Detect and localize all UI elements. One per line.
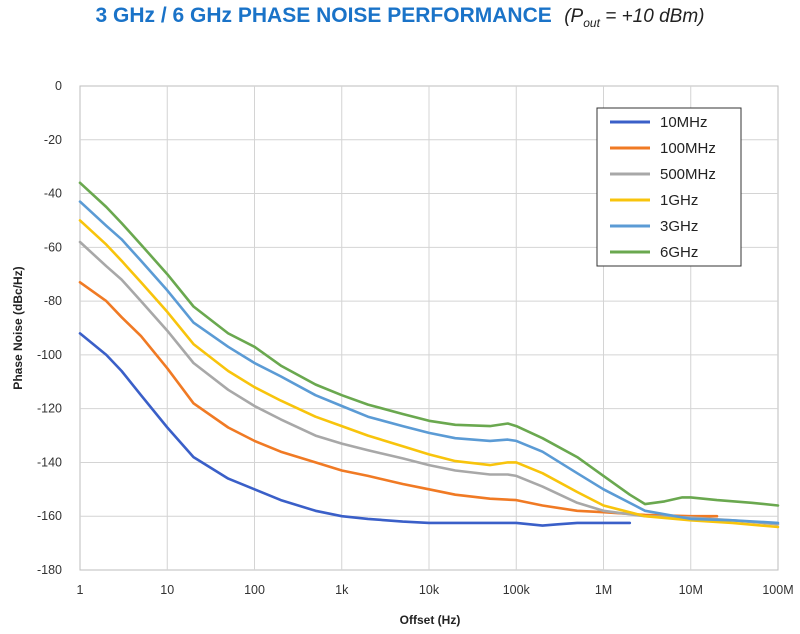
chart-title-paren: (	[564, 6, 571, 27]
x-tick-labels: 1 10 100 1k 10k 100k 1M 10M 100M	[77, 583, 794, 597]
x-tick-label: 100M	[762, 583, 793, 597]
legend-label-500mhz: 500MHz	[660, 166, 716, 183]
series-line-3ghz	[78, 200, 780, 525]
y-tick-label: -100	[37, 348, 62, 362]
x-tick-label: 10M	[679, 583, 703, 597]
y-tick-label: -140	[37, 455, 62, 469]
legend: 10MHz 100MHz 500MHz 1GHz 3GHz 6GHz	[596, 107, 742, 267]
x-tick-label: 10k	[419, 583, 440, 597]
series-line-6ghz	[78, 181, 780, 507]
y-tick-label: -20	[44, 133, 62, 147]
y-tick-labels: 0 -20 -40 -60 -80 -100 -120 -140 -160 -180	[37, 79, 62, 577]
y-tick-label: -40	[44, 187, 62, 201]
chart-title-rest: = +10 dBm)	[599, 6, 705, 27]
y-tick-label: -180	[37, 563, 62, 577]
y-axis-label: Phase Noise (dBc/Hz)	[11, 266, 25, 389]
legend-box	[596, 107, 742, 267]
series-line-1ghz	[78, 219, 780, 529]
y-tick-label: 0	[55, 79, 62, 93]
x-axis-label: Offset (Hz)	[400, 613, 461, 627]
legend-label-3ghz: 3GHz	[660, 218, 698, 235]
x-tick-label: 100k	[503, 583, 531, 597]
y-tick-label: -160	[37, 509, 62, 523]
y-tick-label: -80	[44, 294, 62, 308]
x-tick-label: 100	[244, 583, 265, 597]
y-tick-label: -60	[44, 240, 62, 254]
chart-title-p-subscript: out	[583, 15, 600, 30]
chart-title-main: 3 GHz / 6 GHz PHASE NOISE PERFORMANCE	[95, 4, 552, 27]
legend-label-100mhz: 100MHz	[660, 140, 716, 157]
series-line-10mhz	[78, 332, 632, 527]
legend-label-10mhz: 10MHz	[660, 114, 708, 131]
legend-label-1ghz: 1GHz	[660, 192, 698, 209]
x-tick-label: 1k	[335, 583, 349, 597]
chart-title-condition: (Pout = +10 dBm)	[564, 6, 705, 30]
x-tick-label: 10	[160, 583, 174, 597]
x-tick-label: 1	[77, 583, 84, 597]
series-line-100mhz	[78, 280, 719, 518]
x-tick-label: 1M	[595, 583, 612, 597]
chart-title: 3 GHz / 6 GHz PHASE NOISE PERFORMANCE (P…	[0, 4, 800, 30]
series-lines	[78, 181, 780, 529]
legend-label-6ghz: 6GHz	[660, 244, 698, 261]
series-line-500mhz	[78, 240, 780, 526]
chart-title-p: P	[570, 6, 584, 27]
y-tick-label: -120	[37, 402, 62, 416]
